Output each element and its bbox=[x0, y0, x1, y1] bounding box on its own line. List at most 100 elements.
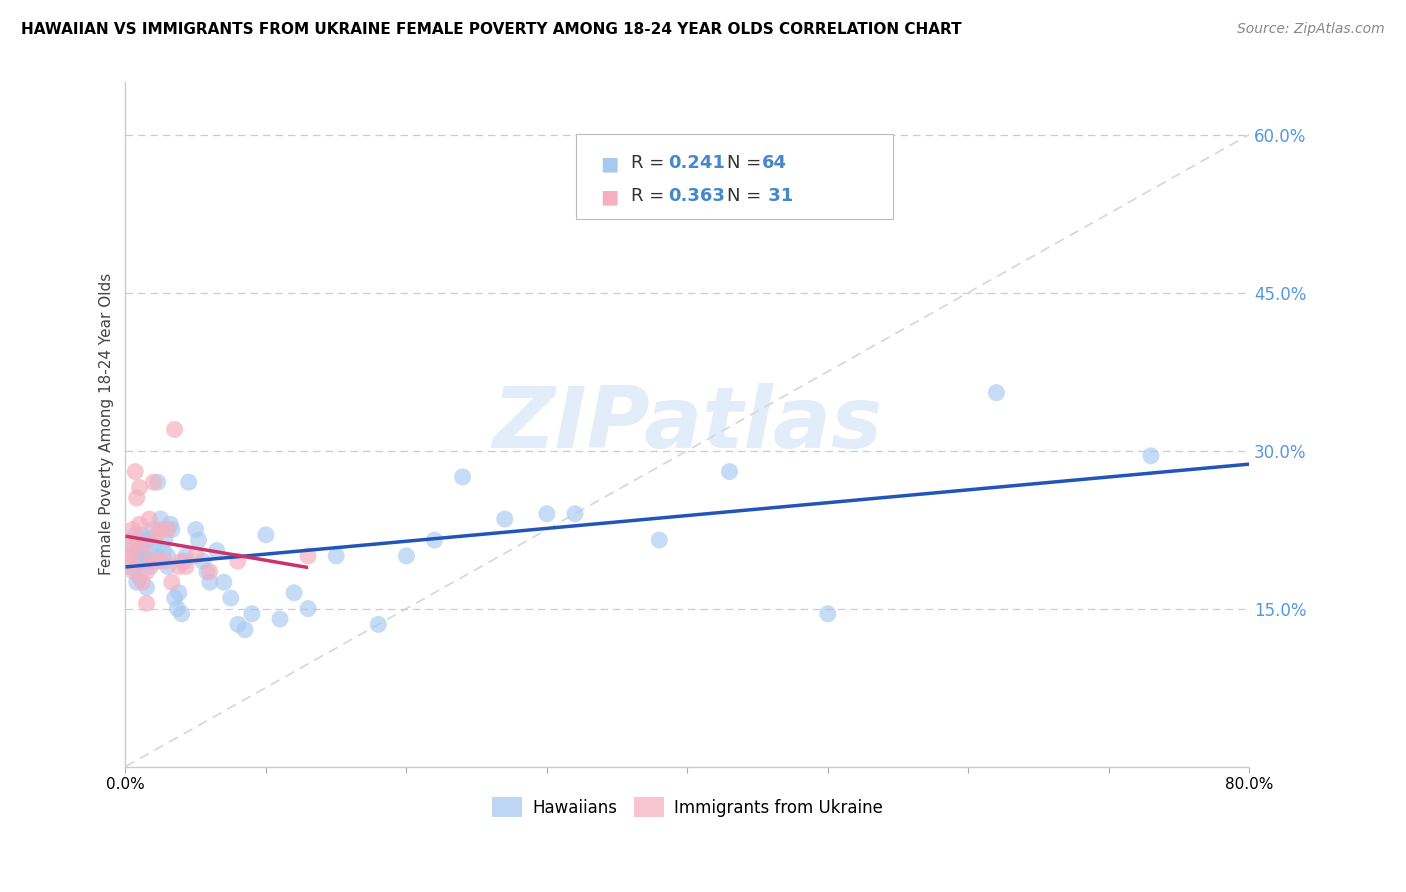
Point bbox=[191, 554, 214, 568]
Point bbox=[367, 617, 389, 632]
Text: ■: ■ bbox=[600, 187, 619, 206]
Point bbox=[156, 523, 179, 537]
Point bbox=[395, 549, 418, 563]
Point bbox=[177, 475, 200, 490]
Point bbox=[142, 523, 165, 537]
Point bbox=[219, 591, 242, 605]
Point bbox=[131, 575, 153, 590]
Point bbox=[718, 465, 741, 479]
Point bbox=[226, 617, 249, 632]
Point bbox=[132, 538, 155, 552]
Point bbox=[160, 575, 183, 590]
Point bbox=[142, 538, 165, 552]
Point bbox=[125, 491, 148, 505]
Point bbox=[128, 543, 150, 558]
Point bbox=[170, 607, 193, 621]
Text: 0.241: 0.241 bbox=[668, 154, 724, 172]
Point bbox=[132, 549, 155, 563]
Text: N =: N = bbox=[727, 154, 766, 172]
Point bbox=[142, 475, 165, 490]
Text: ■: ■ bbox=[600, 154, 619, 173]
Point bbox=[564, 507, 586, 521]
Point bbox=[174, 549, 197, 563]
Point bbox=[1140, 449, 1163, 463]
Point bbox=[152, 543, 174, 558]
Point bbox=[128, 480, 150, 494]
Legend: Hawaiians, Immigrants from Ukraine: Hawaiians, Immigrants from Ukraine bbox=[485, 790, 890, 823]
Point bbox=[166, 601, 188, 615]
Point bbox=[494, 512, 516, 526]
Point bbox=[124, 528, 146, 542]
Point bbox=[122, 565, 145, 579]
Point bbox=[254, 528, 277, 542]
Point bbox=[135, 554, 157, 568]
Point bbox=[135, 533, 157, 547]
Point bbox=[128, 554, 150, 568]
Point bbox=[536, 507, 558, 521]
Point bbox=[986, 385, 1008, 400]
Text: R =: R = bbox=[631, 154, 671, 172]
Point bbox=[138, 554, 160, 568]
Point bbox=[121, 523, 143, 537]
Point bbox=[142, 554, 165, 568]
Point bbox=[118, 538, 141, 552]
Point bbox=[145, 549, 167, 563]
Point bbox=[135, 596, 157, 610]
Point bbox=[149, 512, 172, 526]
Point bbox=[423, 533, 446, 547]
Point bbox=[205, 543, 228, 558]
Point bbox=[131, 528, 153, 542]
Text: 31: 31 bbox=[762, 187, 793, 205]
Point bbox=[121, 538, 143, 552]
Point bbox=[325, 549, 347, 563]
Point bbox=[198, 575, 221, 590]
Point bbox=[153, 554, 176, 568]
Point bbox=[121, 549, 143, 563]
Point bbox=[226, 554, 249, 568]
Point bbox=[240, 607, 263, 621]
Point bbox=[135, 565, 157, 579]
Point bbox=[149, 523, 172, 537]
Point bbox=[153, 533, 176, 547]
Point bbox=[146, 475, 169, 490]
Point bbox=[451, 470, 474, 484]
Point bbox=[125, 575, 148, 590]
Point bbox=[120, 554, 142, 568]
Point bbox=[173, 554, 195, 568]
Point bbox=[648, 533, 671, 547]
Point bbox=[184, 523, 207, 537]
Point bbox=[269, 612, 291, 626]
Point bbox=[159, 517, 181, 532]
Point bbox=[170, 554, 193, 568]
Text: Source: ZipAtlas.com: Source: ZipAtlas.com bbox=[1237, 22, 1385, 37]
Text: 64: 64 bbox=[762, 154, 787, 172]
Point bbox=[160, 523, 183, 537]
Point bbox=[124, 465, 146, 479]
Point bbox=[125, 533, 148, 547]
Point bbox=[135, 581, 157, 595]
Point bbox=[184, 549, 207, 563]
Text: ZIPatlas: ZIPatlas bbox=[492, 383, 883, 466]
Point bbox=[283, 586, 305, 600]
Point bbox=[146, 554, 169, 568]
Point bbox=[138, 512, 160, 526]
Point bbox=[139, 533, 162, 547]
Point bbox=[128, 570, 150, 584]
Y-axis label: Female Poverty Among 18-24 Year Olds: Female Poverty Among 18-24 Year Olds bbox=[100, 273, 114, 575]
Text: 0.363: 0.363 bbox=[668, 187, 724, 205]
Point bbox=[212, 575, 235, 590]
Point bbox=[174, 559, 197, 574]
Point bbox=[121, 559, 143, 574]
Point bbox=[125, 549, 148, 563]
Point bbox=[139, 554, 162, 568]
Point bbox=[198, 565, 221, 579]
Point bbox=[817, 607, 839, 621]
Point bbox=[167, 586, 190, 600]
Text: HAWAIIAN VS IMMIGRANTS FROM UKRAINE FEMALE POVERTY AMONG 18-24 YEAR OLDS CORRELA: HAWAIIAN VS IMMIGRANTS FROM UKRAINE FEMA… bbox=[21, 22, 962, 37]
Point bbox=[156, 559, 179, 574]
Point bbox=[128, 533, 150, 547]
Text: R =: R = bbox=[631, 187, 671, 205]
Point bbox=[156, 549, 179, 563]
Text: N =: N = bbox=[727, 187, 766, 205]
Point bbox=[297, 601, 319, 615]
